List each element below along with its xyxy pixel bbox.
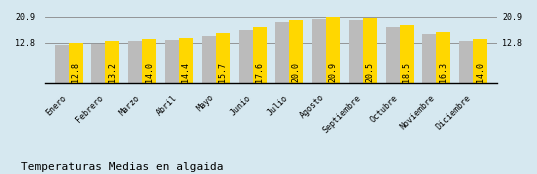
Text: 14.0: 14.0 xyxy=(476,62,485,82)
Text: 20.9: 20.9 xyxy=(329,62,338,82)
Bar xyxy=(142,39,156,83)
Bar xyxy=(55,45,69,83)
Text: 20.5: 20.5 xyxy=(365,62,374,82)
Bar xyxy=(179,38,193,83)
Text: 17.6: 17.6 xyxy=(255,62,264,82)
Bar xyxy=(326,17,340,83)
Text: Temperaturas Medias en algaida: Temperaturas Medias en algaida xyxy=(21,162,224,172)
Bar xyxy=(69,43,83,83)
Bar xyxy=(312,19,326,83)
Text: 15.7: 15.7 xyxy=(218,62,227,82)
Bar xyxy=(275,22,289,83)
Bar xyxy=(128,41,142,83)
Text: 20.0: 20.0 xyxy=(292,62,301,82)
Bar xyxy=(363,18,377,83)
Bar xyxy=(289,20,303,83)
Bar xyxy=(459,41,473,83)
Text: 14.0: 14.0 xyxy=(144,62,154,82)
Bar xyxy=(386,27,400,83)
Bar xyxy=(437,31,451,83)
Bar xyxy=(238,30,252,83)
Text: 13.2: 13.2 xyxy=(108,62,117,82)
Bar xyxy=(423,34,437,83)
Bar xyxy=(400,25,413,83)
Text: 18.5: 18.5 xyxy=(402,62,411,82)
Bar xyxy=(216,33,230,83)
Text: 16.3: 16.3 xyxy=(439,62,448,82)
Text: 12.8: 12.8 xyxy=(71,62,80,82)
Bar xyxy=(105,41,119,83)
Text: 14.4: 14.4 xyxy=(182,62,191,82)
Bar xyxy=(349,20,363,83)
Bar xyxy=(473,39,487,83)
Bar xyxy=(252,27,266,83)
Bar xyxy=(91,44,105,83)
Bar xyxy=(165,40,179,83)
Bar xyxy=(202,36,216,83)
